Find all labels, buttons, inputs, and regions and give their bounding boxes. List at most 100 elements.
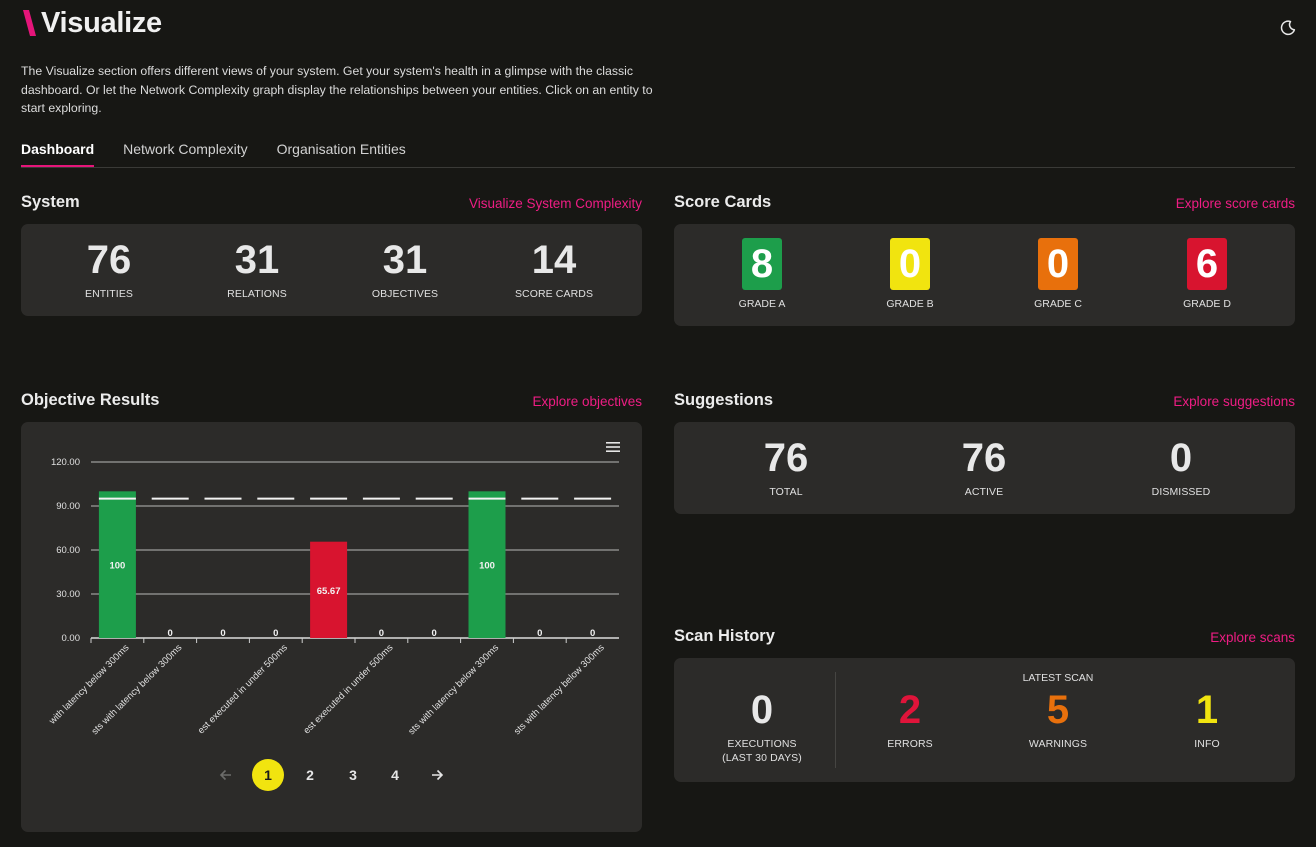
pagination: 1 2 3 4 xyxy=(0,759,660,791)
chart-bar xyxy=(468,491,506,638)
y-tick-label: 30.00 xyxy=(56,589,80,600)
explore-suggestions-link[interactable]: Explore suggestions xyxy=(1173,394,1295,409)
executions-stat: 0 EXECUTIONS (LAST 30 DAYS) xyxy=(692,688,832,764)
bar-value-label: 65.67 xyxy=(317,586,341,597)
x-category-label: est executed in under 500ms xyxy=(196,642,290,736)
objectives-count: 31 xyxy=(382,238,428,282)
bar-value-label: 100 xyxy=(479,561,495,572)
objectives-stat: 31 OBJECTIVES xyxy=(335,238,475,300)
x-category-label: sts with latency below 300ms xyxy=(90,642,185,737)
x-category-label: est executed in under 500ms xyxy=(301,642,395,736)
system-card: 76 ENTITIES 31 RELATIONS 31 OBJECTIVES 1… xyxy=(21,224,642,316)
suggestions-total-label: TOTAL xyxy=(769,486,803,498)
score-cards-count: 14 xyxy=(531,238,577,282)
arrow-left-icon xyxy=(219,769,231,781)
entities-stat: 76 ENTITIES xyxy=(39,238,179,300)
bar-value-label: 0 xyxy=(220,628,225,639)
latest-scan-label: LATEST SCAN xyxy=(1022,672,1094,684)
bar-value-label: 0 xyxy=(432,628,437,639)
errors-label: ERRORS xyxy=(887,738,933,750)
entities-count: 76 xyxy=(86,238,132,282)
moon-icon xyxy=(1280,20,1296,36)
y-tick-label: 0.00 xyxy=(62,633,81,644)
visualize-system-complexity-link[interactable]: Visualize System Complexity xyxy=(468,196,642,211)
suggestions-active-stat: 76 ACTIVE xyxy=(914,436,1054,498)
errors-stat: 2 ERRORS xyxy=(840,688,980,750)
arrow-right-icon xyxy=(432,769,444,781)
tab-organisation-entities[interactable]: Organisation Entities xyxy=(276,141,406,157)
warnings-count: 5 xyxy=(1046,688,1070,732)
slash-logo-icon xyxy=(23,10,36,36)
scan-divider xyxy=(835,672,836,768)
y-tick-label: 120.00 xyxy=(51,457,80,468)
pagination-page-2[interactable]: 2 xyxy=(306,767,314,783)
warnings-label: WARNINGS xyxy=(1028,738,1088,750)
system-title: System xyxy=(21,193,80,211)
bar-value-label: 0 xyxy=(168,628,173,639)
chart-bar xyxy=(310,541,348,638)
errors-count: 2 xyxy=(898,688,922,732)
tab-bar: Dashboard Network Complexity Organisatio… xyxy=(21,136,1295,168)
intro-text: The Visualize section offers different v… xyxy=(21,64,653,115)
explore-objectives-link[interactable]: Explore objectives xyxy=(532,394,642,409)
bar-value-label: 0 xyxy=(273,628,278,639)
executions-period-label: (LAST 30 DAYS) xyxy=(722,752,802,764)
chart-bar xyxy=(98,491,136,638)
grade-a-label: GRADE A xyxy=(738,298,786,310)
grade-b-label: GRADE B xyxy=(886,298,934,310)
grade-a[interactable]: 8 GRADE A xyxy=(692,238,832,310)
y-tick-label: 90.00 xyxy=(56,501,80,512)
y-tick-label: 60.00 xyxy=(56,545,80,556)
objective-results-card: 0.00 30.00 60.00 90.00 120.00 100 with latency… xyxy=(21,422,642,832)
bar-value-label: 0 xyxy=(537,628,542,639)
suggestions-dismissed-label: DISMISSED xyxy=(1151,486,1211,498)
info-stat: 1 INFO xyxy=(1137,688,1277,750)
entities-label: ENTITIES xyxy=(84,288,134,300)
bar-value-label: 100 xyxy=(109,561,125,572)
x-category-label: sts with latency below 300ms xyxy=(406,642,501,737)
bar-value-label: 0 xyxy=(590,628,595,639)
warnings-stat: 5 WARNINGS xyxy=(988,688,1128,750)
grade-c[interactable]: 0 GRADE C xyxy=(988,238,1128,310)
grade-c-label: GRADE C xyxy=(1034,298,1082,310)
grade-c-badge: 0 xyxy=(1038,238,1078,290)
page-title: Visualize xyxy=(41,6,162,39)
pagination-page-3[interactable]: 3 xyxy=(349,767,357,783)
x-category-label: sts with latency below 300ms xyxy=(512,642,607,737)
info-label: INFO xyxy=(1194,738,1220,750)
explore-score-cards-link[interactable]: Explore score cards xyxy=(1175,196,1295,211)
hamburger-menu-icon[interactable] xyxy=(605,440,621,454)
bar-value-label: 0 xyxy=(379,628,384,639)
suggestions-dismissed-count: 0 xyxy=(1169,436,1193,480)
score-cards-card: 8 GRADE A 0 GRADE B 0 GRADE C 6 GRADE D xyxy=(674,224,1295,326)
relations-count: 31 xyxy=(234,238,280,282)
grade-d-label: GRADE D xyxy=(1183,298,1231,310)
suggestions-title: Suggestions xyxy=(674,391,774,409)
tab-network-complexity[interactable]: Network Complexity xyxy=(123,141,248,157)
pagination-next-button[interactable] xyxy=(421,759,453,791)
pagination-prev-button[interactable] xyxy=(210,759,242,791)
pagination-page-1[interactable]: 1 xyxy=(252,759,284,791)
explore-scans-link[interactable]: Explore scans xyxy=(1210,630,1295,645)
scan-history-card: 0 EXECUTIONS (LAST 30 DAYS) LATEST SCAN … xyxy=(674,658,1295,782)
info-count: 1 xyxy=(1195,688,1219,732)
suggestions-total-stat: 76 TOTAL xyxy=(716,436,856,498)
pagination-page-4[interactable]: 4 xyxy=(391,767,399,783)
score-cards-stat: 14 SCORE CARDS xyxy=(484,238,624,300)
grade-b[interactable]: 0 GRADE B xyxy=(840,238,980,310)
scan-history-title: Scan History xyxy=(674,627,775,645)
tab-dashboard[interactable]: Dashboard xyxy=(21,136,95,167)
relations-stat: 31 RELATIONS xyxy=(187,238,327,300)
relations-label: RELATIONS xyxy=(227,288,287,300)
suggestions-active-label: ACTIVE xyxy=(964,486,1004,498)
suggestions-total-count: 76 xyxy=(763,436,809,480)
grade-d-badge: 6 xyxy=(1187,238,1227,290)
app-title: Visualize xyxy=(21,6,162,40)
objective-results-title: Objective Results xyxy=(21,391,160,409)
grade-a-badge: 8 xyxy=(742,238,782,290)
suggestions-card: 76 TOTAL 76 ACTIVE 0 DISMISSED xyxy=(674,422,1295,514)
theme-toggle-button[interactable] xyxy=(1278,18,1298,38)
grade-d[interactable]: 6 GRADE D xyxy=(1137,238,1277,310)
score-cards-label: SCORE CARDS xyxy=(514,288,594,300)
